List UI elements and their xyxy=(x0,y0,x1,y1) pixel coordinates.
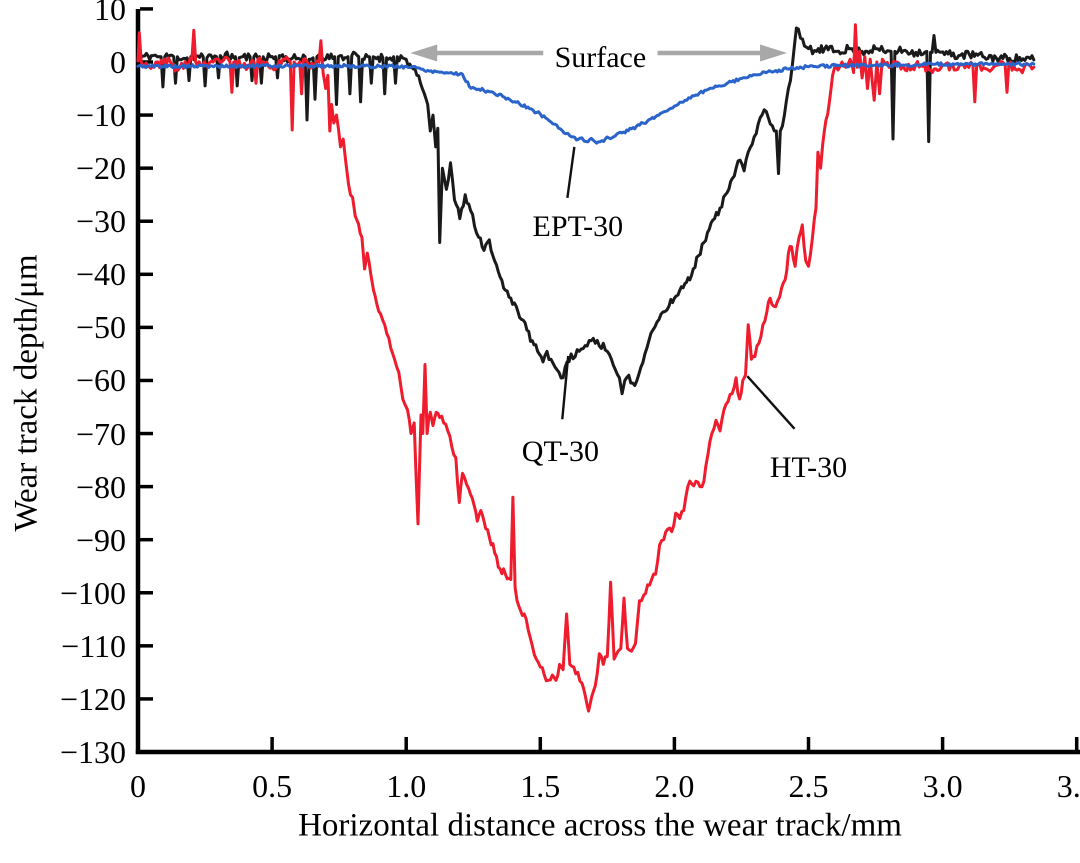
series-label-ht-30: HT-30 xyxy=(769,451,848,485)
y-tick-label: −60 xyxy=(75,362,126,399)
y-tick-label: −100 xyxy=(59,574,126,611)
ht-30-curve xyxy=(136,23,1036,713)
y-tick-label: 0 xyxy=(110,44,126,80)
y-tick-label: −30 xyxy=(75,203,126,240)
y-tick-label: −110 xyxy=(61,627,126,664)
x-tick-label: 1.0 xyxy=(386,768,427,804)
y-tick-label: −40 xyxy=(75,256,126,293)
y-tick-label: −10 xyxy=(75,97,126,134)
x-tick-label: 0 xyxy=(130,768,146,804)
y-tick-label: −70 xyxy=(75,415,126,452)
x-tick-label: 2.5 xyxy=(788,768,829,804)
label-leader-line xyxy=(746,375,796,430)
x-tick-label: 1.5 xyxy=(520,768,561,804)
label-leader-line xyxy=(561,355,570,420)
ept-30-curve xyxy=(136,61,1036,145)
x-tick-label: 3.0 xyxy=(922,768,963,804)
x-tick-label: 0.5 xyxy=(252,768,293,804)
label-leader-line xyxy=(566,146,576,199)
series-label-ept-30: EPT-30 xyxy=(532,209,624,243)
series-label-qt-30: QT-30 xyxy=(521,435,600,469)
x-tick-label: 2.0 xyxy=(654,768,695,804)
y-tick-label: −50 xyxy=(75,309,126,346)
y-tick-label: −20 xyxy=(75,150,126,187)
y-tick-label: −120 xyxy=(59,680,126,717)
y-tick-label: 10 xyxy=(94,0,126,27)
y-tick-label: −130 xyxy=(59,734,126,770)
surface-arrow-head-icon xyxy=(760,44,788,62)
x-tick-label: 3.5 xyxy=(1056,768,1080,804)
y-tick-label: −90 xyxy=(75,521,126,558)
x-axis-title: Horizontal distance across the wear trac… xyxy=(298,807,902,844)
qt-30-curve xyxy=(136,26,1036,396)
y-tick-label: −80 xyxy=(75,468,126,505)
surface-annotation-label: Surface xyxy=(554,40,647,74)
surface-arrow-head-icon xyxy=(410,44,438,62)
